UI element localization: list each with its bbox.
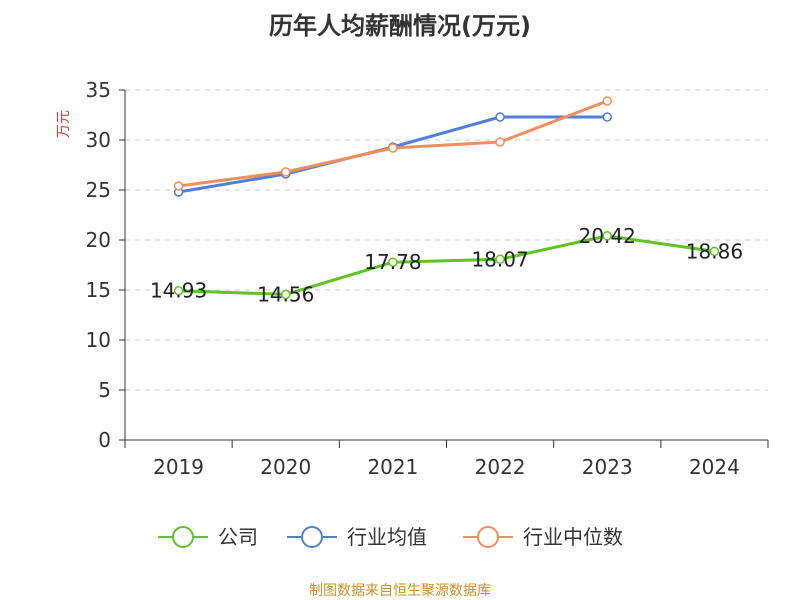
x-tick-label: 2020 xyxy=(260,455,311,479)
series-line xyxy=(178,115,608,194)
data-point xyxy=(602,231,612,241)
series-0 xyxy=(173,231,720,300)
data-labels: 14.93 14.56 17.78 18.07 20.42 18.86 xyxy=(150,224,743,307)
data-label: 18.07 xyxy=(471,247,528,271)
legend-item[interactable]: 行业中位数 xyxy=(463,525,623,549)
x-ticks: 2019 2020 2021 2022 2023 2024 xyxy=(124,440,769,479)
y-tick-label: 20 xyxy=(86,228,111,252)
data-label: 14.56 xyxy=(257,282,314,306)
axes xyxy=(124,90,768,441)
gridlines xyxy=(125,89,768,391)
legend-label: 行业均值 xyxy=(347,525,427,549)
x-tick-label: 2021 xyxy=(367,455,418,479)
y-tick-label: 25 xyxy=(86,178,111,202)
chart-title: 历年人均薪酬情况(万元) xyxy=(269,12,531,40)
legend: 公司 行业均值 行业中位数 xyxy=(158,525,623,549)
y-tick-label: 35 xyxy=(86,78,111,102)
data-label: 14.93 xyxy=(150,279,207,303)
data-point xyxy=(173,285,184,296)
data-point xyxy=(495,112,505,122)
y-tick-label: 5 xyxy=(98,378,111,402)
data-point xyxy=(709,246,720,257)
legend-swatch-marker xyxy=(301,526,323,548)
legend-item[interactable]: 行业均值 xyxy=(287,525,427,549)
data-point xyxy=(495,137,505,147)
legend-item[interactable]: 公司 xyxy=(158,525,258,549)
y-tick-label: 15 xyxy=(86,278,111,302)
y-tick-label: 30 xyxy=(86,128,111,152)
series-line xyxy=(178,234,715,296)
y-ticks: 0 5 10 15 20 25 30 35 xyxy=(86,78,125,452)
data-point xyxy=(602,96,612,106)
x-tick-label: 2022 xyxy=(475,455,526,479)
legend-label: 公司 xyxy=(218,525,258,549)
legend-swatch-marker xyxy=(172,526,194,548)
data-label: 18.86 xyxy=(686,239,743,263)
data-label: 17.78 xyxy=(364,250,421,274)
data-point xyxy=(281,167,291,177)
x-tick-label: 2024 xyxy=(689,455,740,479)
source-note: 制图数据来自恒生聚源数据库 xyxy=(309,583,491,599)
y-tick-label: 0 xyxy=(98,428,111,452)
data-point xyxy=(388,143,398,153)
legend-swatch-marker xyxy=(477,526,499,548)
data-label: 20.42 xyxy=(579,224,636,248)
x-tick-label: 2023 xyxy=(582,455,633,479)
data-point xyxy=(495,254,505,265)
x-tick-label: 2019 xyxy=(153,455,204,479)
legend-label: 行业中位数 xyxy=(523,525,623,549)
series-layer xyxy=(173,96,720,300)
data-point xyxy=(388,257,398,267)
data-point xyxy=(173,181,184,191)
data-point xyxy=(602,112,612,122)
data-point xyxy=(281,289,291,300)
y-tick-label: 10 xyxy=(86,328,111,352)
series-2 xyxy=(173,96,612,191)
y-axis-label: 万元 xyxy=(56,110,72,138)
